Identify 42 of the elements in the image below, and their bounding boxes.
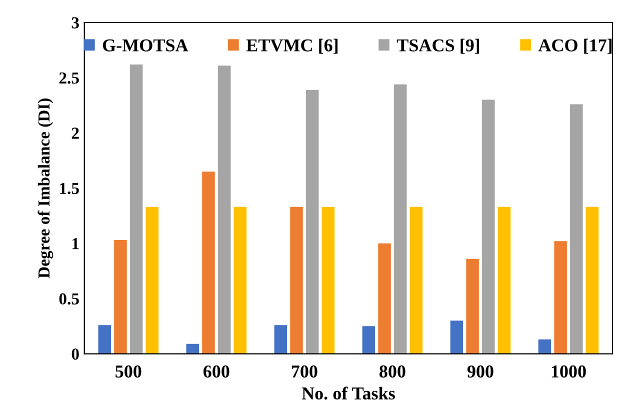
legend-label: ACO [17] bbox=[538, 38, 612, 54]
x-tick-label: 500 bbox=[116, 365, 142, 378]
x-tick-label: 1000 bbox=[552, 365, 586, 378]
y-tick-label: 0 bbox=[72, 348, 79, 360]
bar bbox=[538, 339, 552, 354]
bar bbox=[362, 326, 376, 354]
bar bbox=[306, 90, 319, 354]
bar bbox=[202, 172, 215, 354]
bar bbox=[130, 64, 143, 354]
bar bbox=[586, 206, 599, 354]
y-tick-label: 1.5 bbox=[60, 182, 79, 194]
x-tick-label: 800 bbox=[380, 365, 406, 378]
bar bbox=[570, 104, 583, 354]
legend-label: TSACS [9] bbox=[396, 38, 480, 54]
y-tick-label: 2.5 bbox=[59, 72, 79, 84]
bar bbox=[450, 320, 464, 354]
bar bbox=[290, 206, 303, 354]
bar bbox=[394, 84, 407, 354]
y-tick-label: 2 bbox=[72, 128, 79, 139]
bar bbox=[554, 241, 567, 354]
x-tick-label: 900 bbox=[467, 365, 494, 378]
bar bbox=[114, 240, 127, 354]
bar bbox=[378, 243, 391, 354]
bar bbox=[482, 100, 495, 354]
x-axis-title: No. of Tasks bbox=[302, 386, 395, 400]
x-tick-label: 700 bbox=[292, 365, 318, 378]
y-tick-label: 3 bbox=[72, 17, 79, 28]
bar bbox=[274, 325, 288, 354]
bar bbox=[146, 206, 159, 354]
legend-label: ETVMC [6] bbox=[246, 38, 338, 54]
bar bbox=[98, 325, 111, 354]
y-tick-label: 1 bbox=[72, 238, 79, 250]
bar bbox=[234, 206, 247, 354]
y-tick-label: 0.5 bbox=[59, 293, 79, 305]
bar bbox=[466, 258, 479, 354]
bar bbox=[498, 206, 511, 354]
legend-label: G-MOTSA bbox=[102, 39, 188, 52]
x-tick-label: 600 bbox=[203, 365, 230, 378]
y-axis-title: Degree of Imbalance (DI) bbox=[38, 98, 54, 278]
bar bbox=[410, 206, 423, 354]
bar bbox=[218, 66, 231, 354]
bar bbox=[322, 206, 335, 354]
